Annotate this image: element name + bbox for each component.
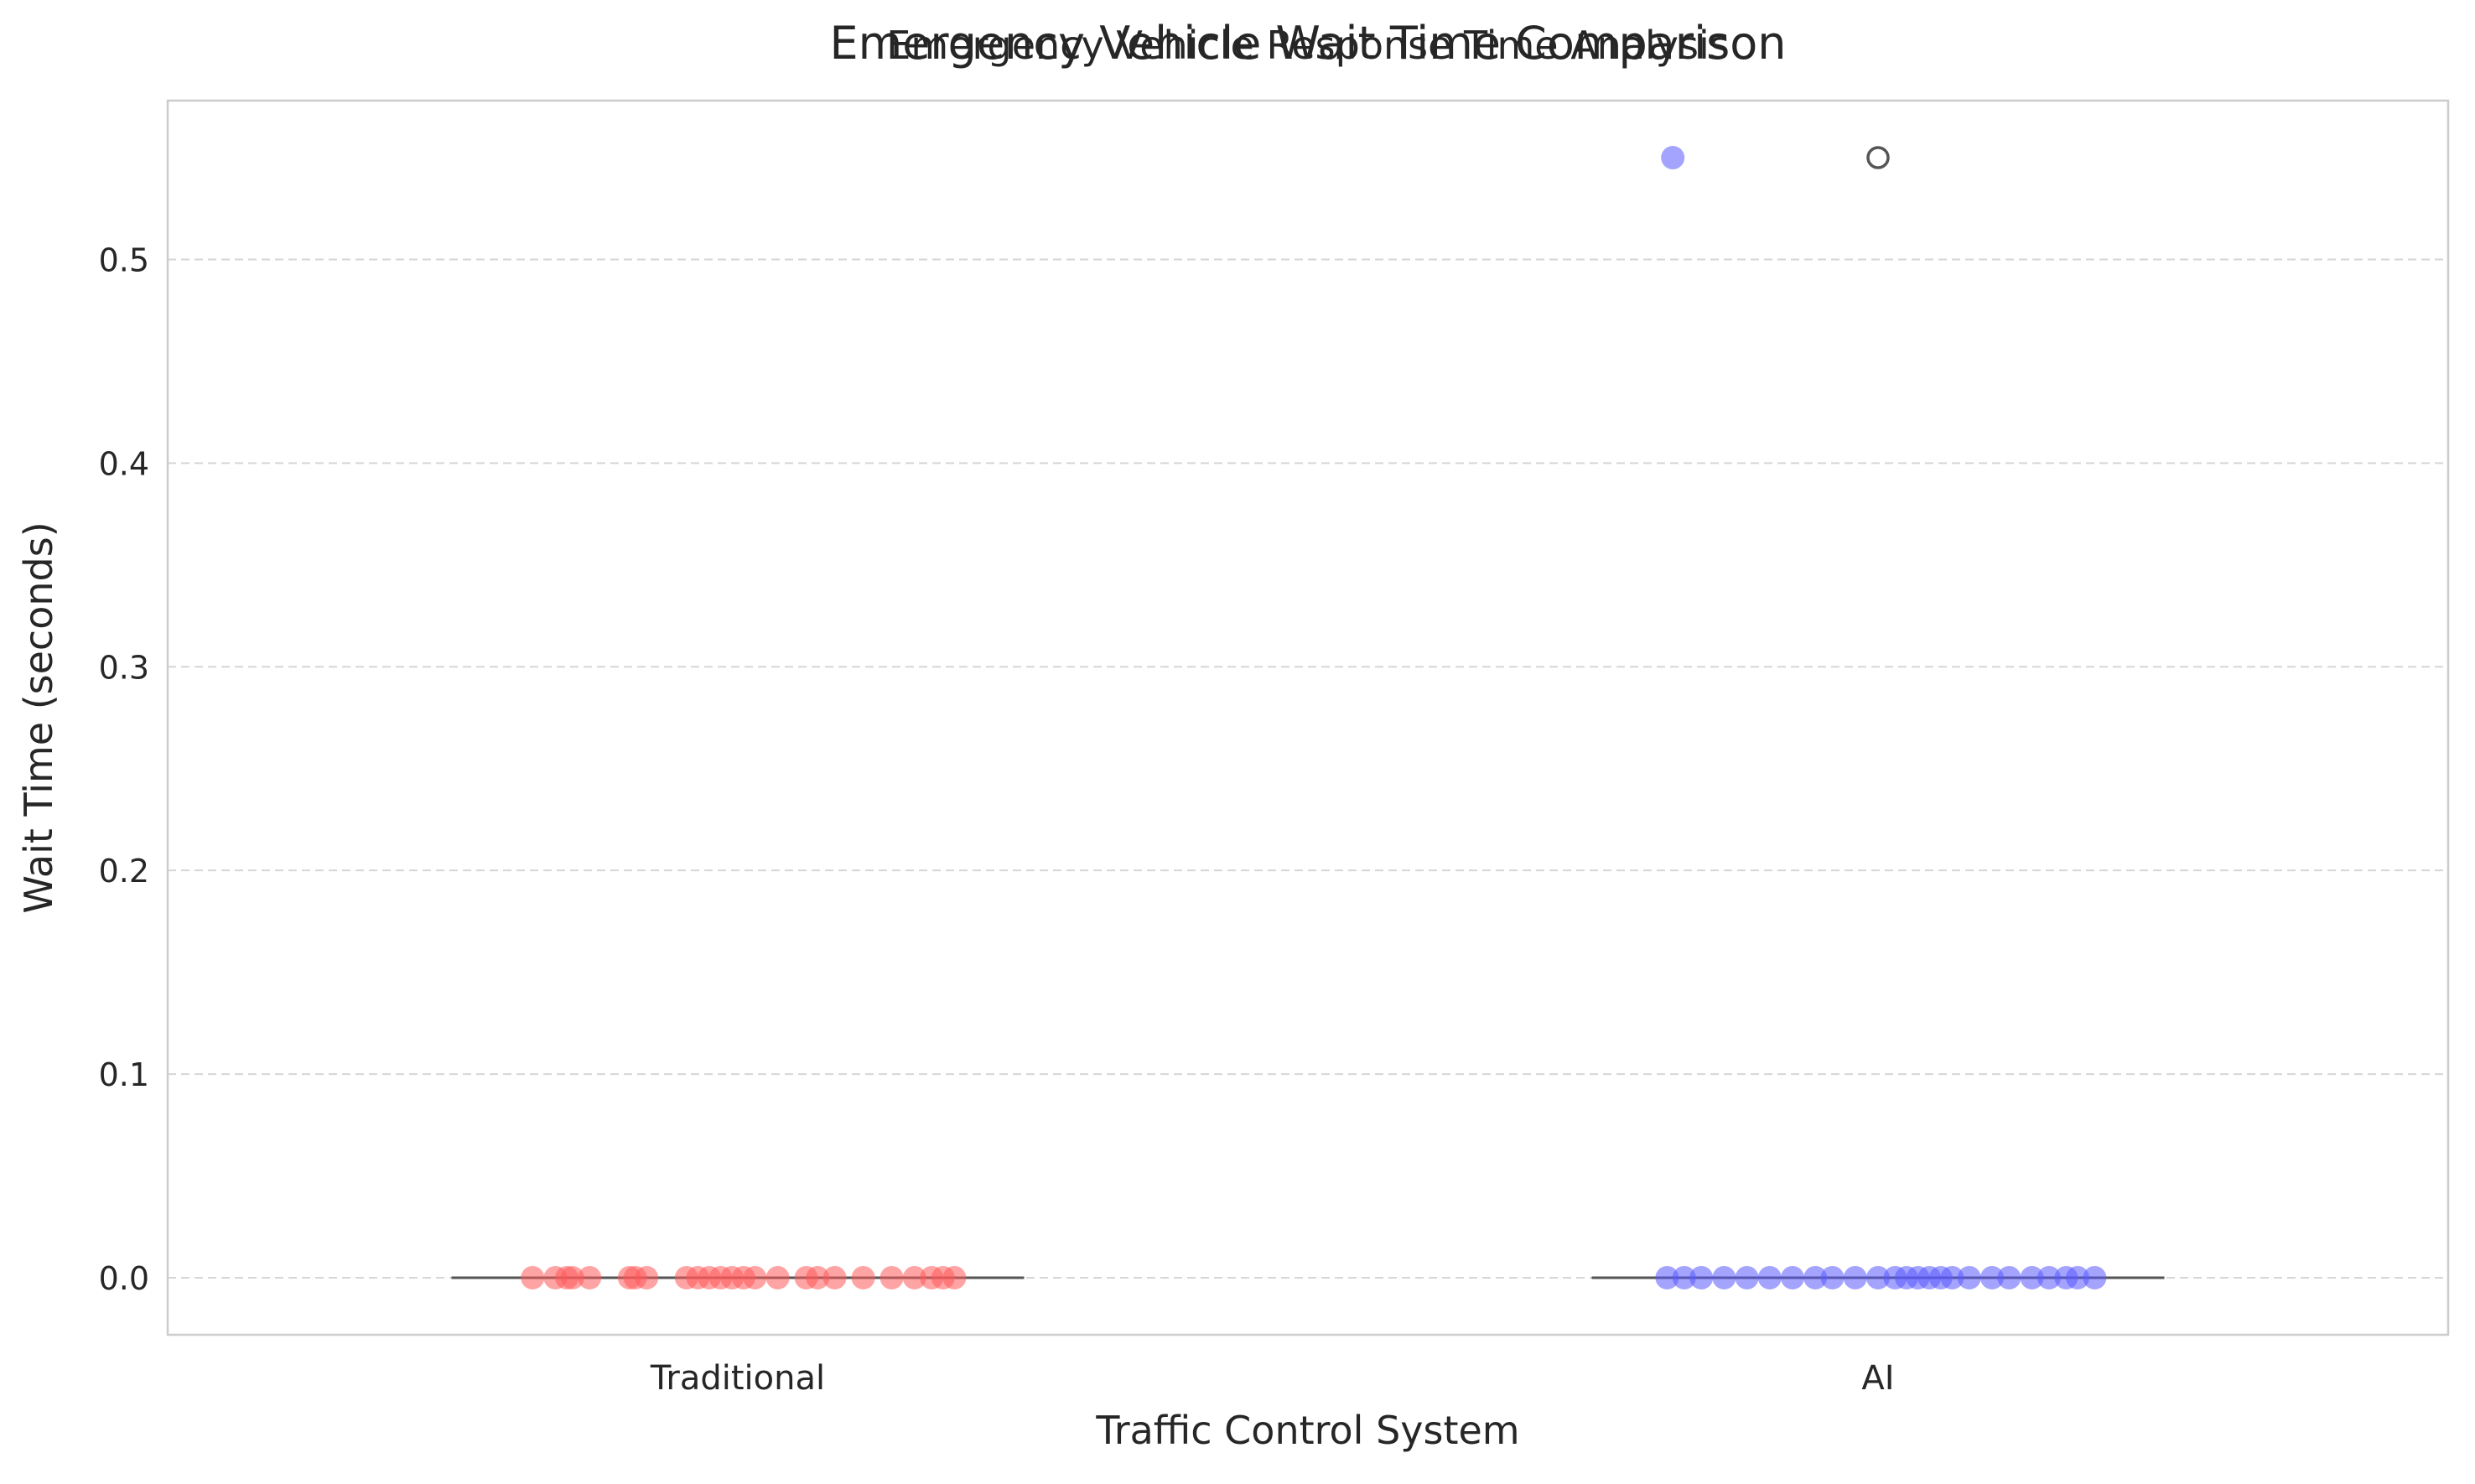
y-axis-label: Wait Time (seconds) — [16, 521, 61, 913]
data-point — [743, 1265, 767, 1289]
outlier-marker — [1866, 146, 1890, 169]
data-point — [1689, 1265, 1714, 1289]
strip-points — [521, 146, 2107, 1289]
data-point — [1712, 1265, 1736, 1289]
data-point — [765, 1265, 790, 1289]
y-tick-label: 0.0 — [99, 1260, 149, 1297]
data-point — [1843, 1265, 1867, 1289]
y-tick-label: 0.5 — [99, 241, 149, 278]
data-point — [1820, 1265, 1845, 1289]
plot-frame — [166, 99, 2450, 1336]
data-point — [2083, 1265, 2107, 1289]
data-point — [1661, 146, 1685, 170]
data-point — [1781, 1265, 1804, 1289]
x-tick-labels: Traditional AI — [650, 1359, 1895, 1398]
data-point — [1957, 1265, 1981, 1289]
data-point — [560, 1265, 584, 1289]
data-point — [521, 1265, 545, 1289]
data-point — [851, 1265, 875, 1289]
data-point — [2066, 1265, 2089, 1289]
data-point — [1672, 1265, 1696, 1289]
data-point — [942, 1265, 967, 1289]
outlier-markers — [1866, 146, 1890, 169]
data-point — [1980, 1265, 2004, 1289]
data-point — [635, 1265, 659, 1289]
data-point — [2020, 1265, 2044, 1289]
data-point — [806, 1265, 830, 1289]
data-point — [1997, 1265, 2021, 1289]
data-point — [2037, 1265, 2061, 1289]
y-tick-label: 0.2 — [99, 853, 149, 890]
data-point — [879, 1265, 904, 1289]
x-tick-label: Traditional — [650, 1359, 825, 1398]
data-point — [578, 1265, 602, 1289]
chart-title: Emergency Vehicle Wait Time Comparison — [829, 17, 1786, 70]
plot-area — [168, 101, 2448, 1335]
x-axis-label: Traffic Control System — [1095, 1408, 1519, 1453]
data-point — [1735, 1265, 1759, 1289]
y-tick-label: 0.3 — [99, 649, 149, 686]
chart-suptitle: Emergency Vehicle Response Time Analysis — [886, 23, 1729, 68]
data-point — [822, 1265, 847, 1289]
data-point — [1940, 1265, 1964, 1289]
x-tick-label: AI — [1861, 1359, 1894, 1398]
data-point — [1757, 1265, 1782, 1289]
data-point — [1866, 1265, 1890, 1289]
data-point — [1655, 1265, 1679, 1289]
y-tick-label: 0.1 — [99, 1056, 149, 1093]
data-point — [1803, 1265, 1828, 1289]
y-tick-label: 0.4 — [99, 445, 149, 482]
y-tick-labels: 0.0 0.1 0.2 0.3 0.4 0.5 — [99, 241, 149, 1297]
data-point — [902, 1265, 926, 1289]
